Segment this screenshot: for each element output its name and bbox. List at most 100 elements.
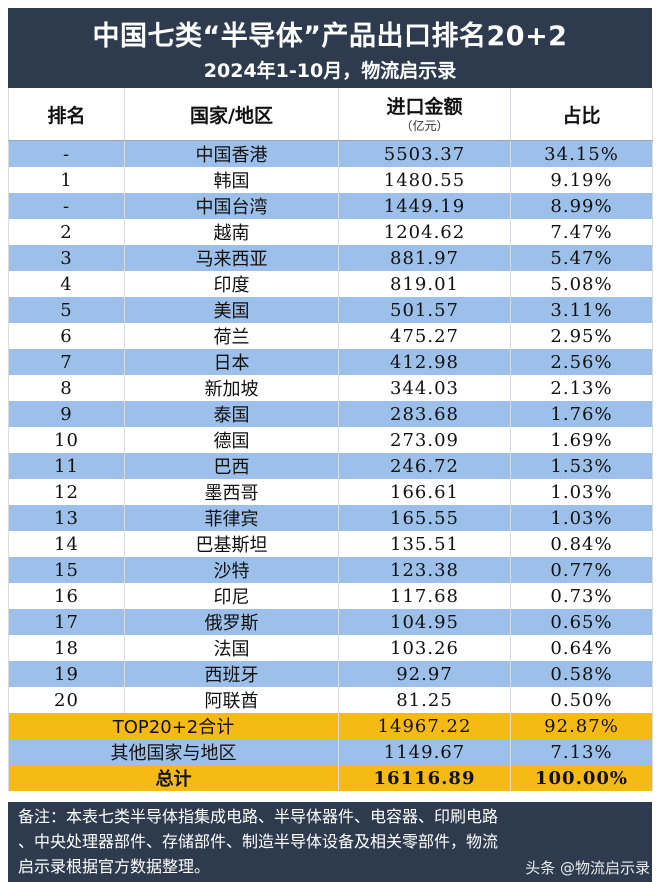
region-cell: 德国: [124, 427, 339, 453]
share-cell: 0.58%: [510, 661, 653, 687]
table-body: - 中国香港 5503.37 34.15% 1 韩国 1480.55 9.19% - 中国台湾 14…: [8, 140, 653, 791]
share-cell: 2.13%: [510, 375, 653, 401]
footnote-line-3: 启示录根据官方数据整理。: [18, 857, 211, 876]
rank-cell: 7: [8, 349, 125, 375]
amount-cell: 166.61: [338, 479, 511, 505]
region-cell: 日本: [124, 349, 339, 375]
share-cell: 8.99%: [510, 193, 653, 219]
amount-cell: 165.55: [338, 505, 511, 531]
region-cell: 新加坡: [124, 375, 339, 401]
page-subtitle: 2024年1-10月，物流启示录: [203, 60, 457, 82]
table-row: 16 印尼 117.68 0.73%: [8, 583, 653, 609]
table-row: 8 新加坡 344.03 2.13%: [8, 375, 653, 401]
table-row: 17 俄罗斯 104.95 0.65%: [8, 609, 653, 635]
share-cell: 34.15%: [510, 140, 653, 167]
share-cell: 5.47%: [510, 245, 653, 271]
amount-cell: 104.95: [338, 609, 511, 635]
footnote: 备注：本表七类半导体指集成电路、半导体器件、电容器、印刷电路 、中央处理器部件、…: [8, 802, 652, 882]
region-cell: 美国: [124, 297, 339, 323]
amount-cell: 412.98: [338, 349, 511, 375]
region-cell: 马来西亚: [124, 245, 339, 271]
summary-other-label: 其他国家与地区: [8, 739, 339, 765]
region-cell: 俄罗斯: [124, 609, 339, 635]
rank-cell: 10: [8, 427, 125, 453]
table-row: 2 越南 1204.62 7.47%: [8, 219, 653, 245]
page-title: 中国七类“半导体”产品出口排名20+2: [92, 21, 568, 52]
amount-cell: 819.01: [338, 271, 511, 297]
amount-cell: 273.09: [338, 427, 511, 453]
summary-total-amount: 16116.89: [338, 765, 511, 791]
region-cell: 巴基斯坦: [124, 531, 339, 557]
region-cell: 法国: [124, 635, 339, 661]
summary-other-share: 7.13%: [510, 739, 653, 765]
table-row: 4 印度 819.01 5.08%: [8, 271, 653, 297]
rank-cell: 18: [8, 635, 125, 661]
share-cell: 2.95%: [510, 323, 653, 349]
rank-cell: 4: [8, 271, 125, 297]
rank-cell: 15: [8, 557, 125, 583]
table-row: 7 日本 412.98 2.56%: [8, 349, 653, 375]
rank-cell: 11: [8, 453, 125, 479]
share-cell: 3.11%: [510, 297, 653, 323]
header-share: 占比: [510, 88, 653, 141]
rank-cell: 2: [8, 219, 125, 245]
share-cell: 2.56%: [510, 349, 653, 375]
table-row: - 中国台湾 1449.19 8.99%: [8, 193, 653, 219]
region-cell: 巴西: [124, 453, 339, 479]
summary-top-amount: 14967.22: [338, 713, 511, 739]
rank-cell: 8: [8, 375, 125, 401]
header-region: 国家/地区: [124, 88, 339, 141]
share-cell: 0.73%: [510, 583, 653, 609]
table-row: 13 菲律宾 165.55 1.03%: [8, 505, 653, 531]
footnote-line-2: 、中央处理器部件、存储部件、制造半导体设备及相关零部件，物流: [18, 832, 499, 851]
table-row: 3 马来西亚 881.97 5.47%: [8, 245, 653, 271]
amount-cell: 1480.55: [338, 167, 511, 193]
table-row: 1 韩国 1480.55 9.19%: [8, 167, 653, 193]
share-cell: 0.84%: [510, 531, 653, 557]
amount-cell: 103.26: [338, 635, 511, 661]
rank-cell: 6: [8, 323, 125, 349]
region-cell: 荷兰: [124, 323, 339, 349]
region-cell: 西班牙: [124, 661, 339, 687]
amount-cell: 344.03: [338, 375, 511, 401]
region-cell: 越南: [124, 219, 339, 245]
summary-total-label: 总计: [8, 765, 339, 791]
amount-cell: 881.97: [338, 245, 511, 271]
summary-top-share: 92.87%: [510, 713, 653, 739]
share-cell: 7.47%: [510, 219, 653, 245]
table-row: 20 阿联酋 81.25 0.50%: [8, 687, 653, 713]
table-row: - 中国香港 5503.37 34.15%: [8, 140, 653, 167]
table-header-row: 排名 国家/地区 进口金额 （亿元） 占比: [8, 88, 653, 141]
share-cell: 0.77%: [510, 557, 653, 583]
summary-row-other: 其他国家与地区 1149.67 7.13%: [8, 739, 653, 765]
title-banner: 中国七类“半导体”产品出口排名20+2 2024年1-10月，物流启示录: [8, 8, 652, 88]
share-cell: 5.08%: [510, 271, 653, 297]
header-amount: 进口金额 （亿元）: [338, 88, 511, 141]
share-cell: 9.19%: [510, 167, 653, 193]
amount-cell: 1204.62: [338, 219, 511, 245]
table-row: 9 泰国 283.68 1.76%: [8, 401, 653, 427]
table-row: 19 西班牙 92.97 0.58%: [8, 661, 653, 687]
table-row: 15 沙特 123.38 0.77%: [8, 557, 653, 583]
amount-cell: 283.68: [338, 401, 511, 427]
header-amount-unit: （亿元）: [400, 119, 449, 133]
summary-top-label: TOP20+2合计: [8, 713, 339, 739]
table-row: 11 巴西 246.72 1.53%: [8, 453, 653, 479]
region-cell: 菲律宾: [124, 505, 339, 531]
table-row: 10 德国 273.09 1.69%: [8, 427, 653, 453]
amount-cell: 123.38: [338, 557, 511, 583]
region-cell: 中国香港: [124, 140, 339, 167]
rank-cell: 12: [8, 479, 125, 505]
region-cell: 印度: [124, 271, 339, 297]
share-cell: 0.50%: [510, 687, 653, 713]
region-cell: 泰国: [124, 401, 339, 427]
amount-cell: 5503.37: [338, 140, 511, 167]
rank-cell: -: [8, 140, 125, 167]
region-cell: 中国台湾: [124, 193, 339, 219]
share-cell: 1.76%: [510, 401, 653, 427]
share-cell: 0.64%: [510, 635, 653, 661]
table-row: 12 墨西哥 166.61 1.03%: [8, 479, 653, 505]
amount-cell: 475.27: [338, 323, 511, 349]
rank-cell: -: [8, 193, 125, 219]
rank-cell: 13: [8, 505, 125, 531]
